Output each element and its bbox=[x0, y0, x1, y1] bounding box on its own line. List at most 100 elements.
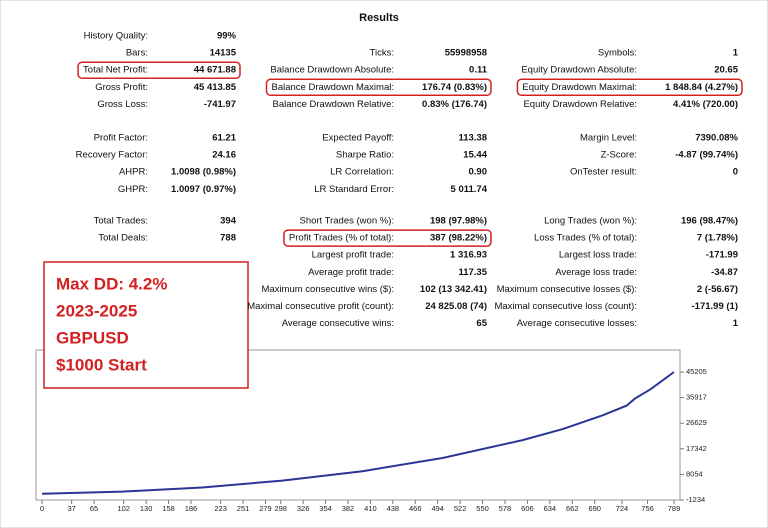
stat-value: 7390.08% bbox=[695, 133, 738, 144]
stat-label: Average consecutive losses: bbox=[517, 318, 637, 329]
stat-value: 1.0098 (0.98%) bbox=[171, 167, 236, 178]
stat-label: Recovery Factor: bbox=[76, 150, 148, 161]
stat-value: 176.74 (0.83%) bbox=[422, 82, 487, 93]
stat-value: 14135 bbox=[210, 48, 237, 59]
stat-value: 24.16 bbox=[212, 150, 236, 161]
annotation-line: 2023-2025 bbox=[56, 301, 137, 320]
stat-value: 117.35 bbox=[458, 267, 487, 278]
stat-value: -171.99 bbox=[706, 250, 738, 261]
stat-value: 1.0097 (0.97%) bbox=[171, 184, 236, 195]
stat-label: Long Trades (won %): bbox=[544, 216, 637, 227]
stat-label: Maximal consecutive loss (count): bbox=[494, 301, 637, 312]
stat-label: Balance Drawdown Maximal: bbox=[272, 82, 395, 93]
x-tick-label: 606 bbox=[521, 504, 534, 513]
stat-value: 55998958 bbox=[445, 48, 487, 59]
y-tick-label: 26629 bbox=[686, 418, 707, 427]
annotation-line: $1000 Start bbox=[56, 355, 147, 374]
x-tick-label: 354 bbox=[319, 504, 332, 513]
x-tick-label: 662 bbox=[566, 504, 579, 513]
y-tick-label: 17342 bbox=[686, 444, 707, 453]
stat-label: OnTester result: bbox=[570, 167, 637, 178]
annotation-line: GBPUSD bbox=[56, 328, 129, 347]
stat-value: 24 825.08 (74) bbox=[425, 301, 487, 312]
highlight-box bbox=[283, 229, 492, 247]
annotation-box bbox=[43, 261, 249, 389]
stat-label: Average consecutive wins: bbox=[282, 318, 394, 329]
stat-label: Maximum consecutive wins ($): bbox=[261, 284, 394, 295]
x-tick-label: 690 bbox=[588, 504, 601, 513]
stat-value: 196 (98.47%) bbox=[681, 216, 738, 227]
stat-label: LR Correlation: bbox=[330, 167, 394, 178]
stat-value: 1 bbox=[733, 48, 739, 59]
x-tick-label: 251 bbox=[237, 504, 250, 513]
stat-value: 7 (1.78%) bbox=[697, 233, 738, 244]
stat-value: 2 (-56.67) bbox=[697, 284, 738, 295]
stat-label: Profit Factor: bbox=[94, 133, 148, 144]
stat-label: Balance Drawdown Absolute: bbox=[270, 65, 394, 76]
y-tick-label: 8054 bbox=[686, 469, 703, 478]
x-tick-label: 466 bbox=[409, 504, 422, 513]
stat-label: Average profit trade: bbox=[308, 267, 394, 278]
x-tick-label: 298 bbox=[274, 504, 287, 513]
stat-label: Bars: bbox=[126, 48, 148, 59]
x-tick-label: 634 bbox=[544, 504, 557, 513]
report-title: Results bbox=[359, 12, 399, 24]
x-tick-label: 158 bbox=[162, 504, 175, 513]
stat-value: 1 848.84 (4.27%) bbox=[665, 82, 738, 93]
x-tick-label: 382 bbox=[342, 504, 355, 513]
stat-value: 0 bbox=[733, 167, 738, 178]
stat-value: 99% bbox=[217, 31, 237, 42]
stat-label: Equity Drawdown Relative: bbox=[523, 99, 637, 110]
stat-label: Equity Drawdown Absolute: bbox=[521, 65, 637, 76]
stat-label: Gross Loss: bbox=[97, 99, 148, 110]
x-tick-label: 102 bbox=[117, 504, 130, 513]
stat-value: 113.38 bbox=[458, 133, 487, 144]
x-tick-label: 522 bbox=[454, 504, 467, 513]
stat-label: Gross Profit: bbox=[95, 82, 148, 93]
stat-value: 0.83% (176.74) bbox=[422, 99, 487, 110]
stat-value: 4.41% (720.00) bbox=[673, 99, 738, 110]
stat-value: 20.65 bbox=[714, 65, 738, 76]
stat-value: 198 (97.98%) bbox=[430, 216, 487, 227]
stat-label: Largest loss trade: bbox=[559, 250, 637, 261]
stat-value: 45 413.85 bbox=[194, 82, 237, 93]
stat-value: 1 316.93 bbox=[450, 250, 487, 261]
stat-label: GHPR: bbox=[118, 184, 148, 195]
stat-label: Sharpe Ratio: bbox=[336, 150, 394, 161]
stat-value: 0.90 bbox=[469, 167, 488, 178]
stat-label: Total Trades: bbox=[94, 216, 148, 227]
highlight-box bbox=[265, 78, 492, 97]
stat-label: Ticks: bbox=[370, 48, 394, 59]
stat-label: Margin Level: bbox=[580, 133, 637, 144]
stat-label: Maximum consecutive losses ($): bbox=[497, 284, 637, 295]
x-tick-label: 186 bbox=[185, 504, 198, 513]
stat-label: Maximal consecutive profit (count): bbox=[247, 301, 394, 312]
highlight-box bbox=[516, 78, 743, 97]
stat-value: -741.97 bbox=[204, 99, 236, 110]
x-tick-label: 789 bbox=[668, 504, 681, 513]
stat-value: -4.87 (99.74%) bbox=[675, 150, 738, 161]
x-tick-label: 724 bbox=[616, 504, 629, 513]
stat-value: 387 (98.22%) bbox=[430, 233, 487, 244]
x-tick-label: 279 bbox=[259, 504, 272, 513]
y-tick-label: -1234 bbox=[686, 495, 705, 504]
x-tick-label: 130 bbox=[140, 504, 153, 513]
annotation-line: Max DD: 4.2% bbox=[56, 274, 167, 293]
y-tick-label: 45205 bbox=[686, 367, 707, 376]
stat-value: -34.87 bbox=[711, 267, 738, 278]
stat-label: Largest profit trade: bbox=[312, 250, 394, 261]
stat-value: 15.44 bbox=[463, 150, 487, 161]
stat-label: History Quality: bbox=[84, 31, 148, 42]
x-tick-label: 223 bbox=[214, 504, 227, 513]
x-tick-label: 37 bbox=[67, 504, 75, 513]
stat-label: Average loss trade: bbox=[555, 267, 637, 278]
stat-label: AHPR: bbox=[119, 167, 148, 178]
x-tick-label: 438 bbox=[387, 504, 400, 513]
stat-value: 5 011.74 bbox=[451, 184, 488, 195]
stat-label: Profit Trades (% of total): bbox=[289, 233, 394, 244]
stat-value: 65 bbox=[476, 318, 487, 329]
y-tick-label: 35917 bbox=[686, 393, 707, 402]
stat-label: Balance Drawdown Relative: bbox=[273, 99, 394, 110]
